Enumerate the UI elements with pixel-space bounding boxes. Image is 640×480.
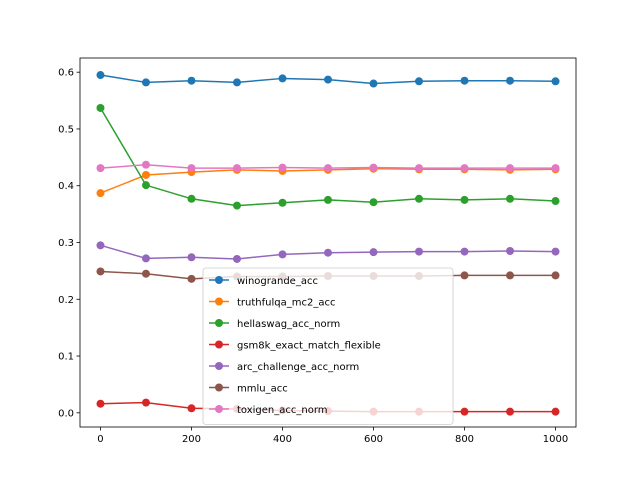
legend-label: truthfulqa_mc2_acc: [237, 298, 335, 309]
data-point: [506, 194, 515, 203]
data-point: [187, 164, 196, 173]
x-tick-label: 600: [364, 434, 383, 445]
data-point: [506, 164, 515, 173]
series-toxigen_acc_norm: [96, 160, 560, 173]
data-point: [551, 271, 560, 280]
y-tick-label: 0.2: [58, 295, 74, 306]
data-point: [96, 267, 105, 276]
data-point: [141, 78, 150, 87]
legend-marker: [215, 405, 223, 413]
legend-label: hellaswag_acc_norm: [237, 319, 340, 330]
legend-label: arc_challenge_acc_norm: [237, 362, 359, 373]
x-tick-label: 1000: [543, 434, 568, 445]
x-tick-label: 800: [455, 434, 474, 445]
legend-box: [202, 267, 454, 425]
y-tick-label: 0.0: [58, 408, 74, 419]
data-point: [141, 398, 150, 407]
legend-label: mmlu_acc: [237, 384, 288, 395]
data-point: [506, 247, 515, 256]
data-point: [460, 271, 469, 280]
data-point: [187, 274, 196, 283]
data-point: [141, 269, 150, 278]
data-point: [96, 164, 105, 173]
data-point: [324, 248, 332, 257]
data-point: [278, 250, 287, 259]
legend-marker: [215, 319, 223, 327]
data-point: [278, 163, 287, 172]
data-point: [415, 194, 424, 203]
legend-marker: [215, 297, 223, 306]
data-point: [551, 77, 560, 86]
data-point: [187, 253, 196, 262]
data-point: [278, 198, 287, 207]
y-tick-label: 0.4: [58, 181, 74, 192]
data-point: [551, 197, 560, 206]
x-tick-label: 0: [97, 434, 103, 445]
data-point: [187, 76, 196, 85]
legend-label: gsm8k_exact_match_flexible: [237, 341, 381, 352]
data-point: [232, 201, 241, 210]
y-tick-label: 0.5: [58, 124, 74, 135]
data-point: [415, 77, 424, 86]
data-point: [96, 71, 105, 80]
data-point: [369, 79, 378, 88]
legend-marker: [215, 383, 223, 392]
data-point: [232, 254, 241, 263]
data-point: [551, 164, 560, 173]
legend-marker: [215, 340, 223, 349]
data-point: [506, 76, 515, 85]
data-point: [187, 194, 196, 203]
data-point: [369, 248, 378, 257]
data-point: [551, 247, 560, 256]
data-point: [96, 103, 105, 112]
data-point: [415, 247, 424, 256]
data-point: [141, 170, 150, 179]
data-point: [369, 163, 378, 172]
data-point: [460, 164, 469, 173]
data-point: [278, 74, 287, 83]
series-winogrande_acc: [96, 71, 560, 88]
data-point: [96, 189, 105, 198]
y-tick-label: 0.1: [58, 352, 74, 363]
data-point: [96, 399, 105, 408]
data-point: [324, 195, 332, 204]
x-tick-label: 400: [273, 434, 292, 445]
data-point: [369, 198, 378, 207]
data-point: [460, 247, 469, 256]
data-point: [506, 407, 515, 416]
data-point: [141, 254, 150, 263]
legend-label: winogrande_acc: [237, 276, 318, 287]
data-point: [415, 164, 424, 173]
data-point: [460, 407, 469, 416]
data-point: [141, 181, 150, 190]
axes-layer: 0 200 400 600 800 1000 0.0 0.1 0.2 0.3 0.4 0.5 0.6: [58, 68, 568, 445]
data-point: [232, 164, 241, 173]
data-point: [551, 407, 560, 416]
legend-label: toxigen_acc_norm: [237, 405, 328, 416]
legend-marker: [215, 362, 223, 370]
series-arc_challenge_acc_norm: [96, 241, 560, 263]
data-point: [460, 76, 469, 85]
data-point: [460, 195, 469, 204]
data-point: [506, 271, 515, 280]
data-point: [96, 241, 105, 250]
data-point: [187, 404, 196, 413]
y-tick-label: 0.6: [58, 68, 74, 79]
data-point: [324, 75, 332, 84]
x-tick-label: 200: [182, 434, 201, 445]
series-hellaswag_acc_norm: [96, 103, 560, 210]
legend: winogrande_acc truthfulqa_mc2_acc hellaswa…: [202, 267, 454, 425]
y-tick-label: 0.3: [58, 238, 74, 249]
data-point: [141, 160, 150, 169]
data-point: [324, 164, 332, 173]
data-point: [232, 78, 241, 87]
legend-marker: [215, 276, 223, 284]
